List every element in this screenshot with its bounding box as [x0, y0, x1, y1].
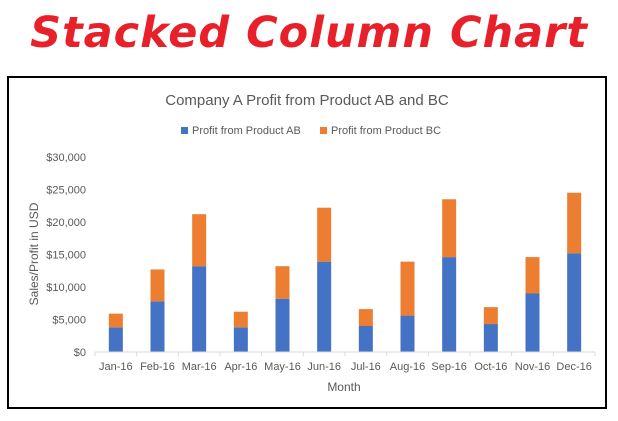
x-axis: Jan-16 Feb-16 Mar-16 Apr-16 May-16 Jun-16 Jul-… — [94, 352, 596, 373]
bar-product-ab — [483, 324, 498, 352]
x-tick-label: Apr-16 — [224, 361, 257, 373]
bar-product-bc — [317, 207, 332, 262]
bar-product-bc — [275, 266, 290, 299]
chart-title: Company A Profit from Product AB and BC — [165, 92, 449, 109]
legend-label-ab: Profit from Product AB — [192, 125, 301, 137]
x-tick-label: Jul-16 — [351, 361, 381, 373]
y-tick-label: $25,000 — [46, 185, 86, 197]
x-tick-label: Sep-16 — [431, 361, 466, 373]
bar-product-ab — [108, 327, 123, 352]
bar-product-ab — [358, 326, 373, 352]
x-tick-label: Aug-16 — [390, 361, 425, 373]
bar-product-ab — [400, 315, 415, 352]
bar-product-ab — [567, 253, 582, 352]
legend: Profit from Product AB Profit from Produ… — [181, 125, 441, 137]
y-tick-label: $20,000 — [46, 217, 86, 229]
x-axis-title: Month — [327, 380, 360, 394]
banner: Stacked Column Chart — [0, 0, 618, 70]
y-axis: $0 $5,000 $10,000 $15,000 $20,000 $25,000 $30,… — [46, 152, 86, 359]
legend-label-bc: Profit from Product BC — [331, 125, 441, 137]
bar-product-ab — [233, 327, 248, 352]
bar-product-bc — [442, 199, 457, 258]
bar-product-bc — [108, 313, 123, 328]
bar-product-ab — [150, 301, 165, 352]
bar-product-ab — [525, 293, 540, 352]
bar-product-bc — [192, 214, 207, 267]
legend-swatch-bc — [320, 127, 327, 134]
bar-product-ab — [317, 261, 332, 352]
bar-product-bc — [358, 309, 373, 326]
x-tick-label: May-16 — [264, 361, 301, 373]
y-tick-label: $15,000 — [46, 250, 86, 262]
y-tick-label: $5,000 — [52, 315, 86, 327]
bar-product-bc — [483, 307, 498, 325]
banner-title: Stacked Column Chart — [30, 8, 588, 58]
bar-product-bc — [400, 261, 415, 316]
x-tick-label: Dec-16 — [556, 361, 591, 373]
bar-product-ab — [275, 298, 290, 352]
y-tick-label: $30,000 — [46, 152, 86, 164]
bar-product-bc — [150, 269, 165, 302]
chart-frame — [7, 76, 607, 409]
bar-product-bc — [567, 192, 582, 254]
x-tick-label: Jan-16 — [99, 361, 133, 373]
x-tick-label: Feb-16 — [140, 361, 175, 373]
x-tick-label: Oct-16 — [474, 361, 507, 373]
bar-product-bc — [525, 257, 540, 294]
x-tick-label: Mar-16 — [182, 361, 217, 373]
legend-swatch-ab — [181, 127, 188, 134]
bars — [108, 192, 582, 352]
y-tick-label: $0 — [74, 347, 86, 359]
x-tick-label: Jun-16 — [307, 361, 341, 373]
bar-product-ab — [192, 266, 207, 352]
bar-product-bc — [233, 311, 248, 328]
bar-product-ab — [442, 257, 457, 352]
y-tick-label: $10,000 — [46, 282, 86, 294]
x-tick-label: Nov-16 — [515, 361, 550, 373]
y-axis-title: Sales/Profit in USD — [27, 202, 41, 305]
